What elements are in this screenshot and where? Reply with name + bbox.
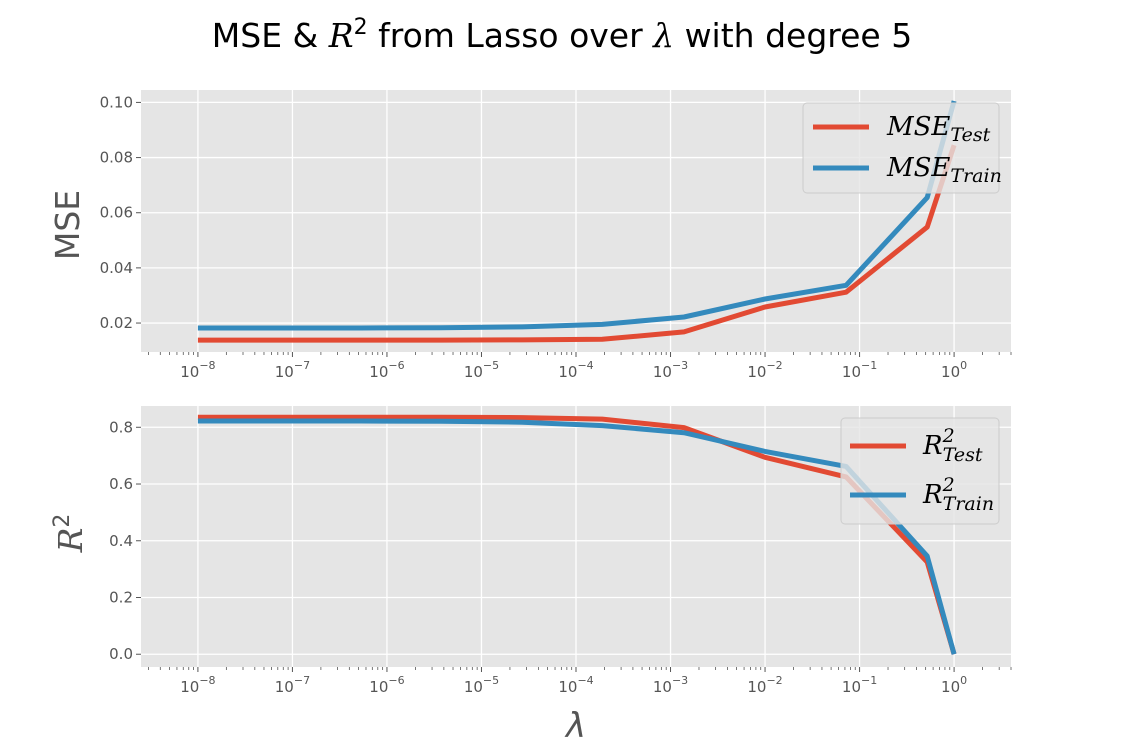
mse-ytick-label: 0.04 <box>100 259 133 277</box>
r2-legend-test-label: R2 Test <box>922 425 983 466</box>
mse-series-lines <box>197 100 957 343</box>
r2-ytick-label: 0.2 <box>109 588 133 606</box>
r2-ytick-label: 0.6 <box>109 475 133 493</box>
r2-legend-train-label: R2 Train <box>922 474 994 515</box>
r2-xtick-label: 100 <box>941 674 967 696</box>
r2-xtick-label: 10−7 <box>275 674 310 696</box>
mse-xtick-label: 10−1 <box>842 359 877 381</box>
chart-title: MSE & R2 from Lasso over λ with degree 5 <box>212 15 912 55</box>
r2-xtick-label: 10−8 <box>180 674 215 696</box>
mse-xtick-label: 10−7 <box>275 359 310 381</box>
mse-y-ticks: 0.02 0.04 0.06 0.08 0.10 <box>100 93 141 332</box>
mse-gridlines <box>141 90 1011 352</box>
r2-xtick-label: 10−1 <box>842 674 877 696</box>
r2-ytick-label: 0.4 <box>109 532 133 550</box>
x-axis-label: λ <box>564 706 586 746</box>
mse-line-train <box>197 100 957 331</box>
r2-y-ticks: 0.0 0.2 0.4 0.6 0.8 <box>109 418 141 663</box>
mse-x-ticks: 10−8 10−7 10−6 10−5 10−4 10−3 10−2 10−1 100 <box>148 352 1012 381</box>
r2-y-axis-label: R2 <box>50 514 90 554</box>
mse-ytick-label: 0.06 <box>100 204 133 222</box>
mse-y-axis-label: MSE <box>48 190 87 260</box>
r2-xtick-label: 10−6 <box>369 674 404 696</box>
r2-xtick-label: 10−2 <box>747 674 782 696</box>
mse-legend-test-label: MSETest <box>886 112 991 146</box>
mse-ytick-label: 0.10 <box>100 93 133 111</box>
mse-xtick-label: 10−6 <box>369 359 404 381</box>
mse-xtick-label: 100 <box>941 359 967 381</box>
mse-ytick-label: 0.08 <box>100 149 133 167</box>
r2-xtick-label: 10−3 <box>653 674 688 696</box>
r2-x-ticks: 10−8 10−7 10−6 10−5 10−4 10−3 10−2 10−1 100 <box>148 667 1012 696</box>
r2-xtick-label: 10−4 <box>558 674 593 696</box>
mse-xtick-label: 10−5 <box>464 359 499 381</box>
mse-xtick-label: 10−2 <box>747 359 782 381</box>
r2-xtick-label: 10−5 <box>464 674 499 696</box>
mse-legend-train-label: MSETrain <box>886 153 1002 187</box>
mse-xtick-label: 10−3 <box>653 359 688 381</box>
mse-line-test <box>197 144 957 343</box>
mse-legend: MSETest MSETrain <box>802 102 1002 194</box>
r2-ytick-label: 0.8 <box>109 418 133 436</box>
r2-legend: R2 Test R2 Train <box>840 417 1000 525</box>
r2-panel: 0.0 0.2 0.4 0.6 0.8 10−8 10−7 10−6 10−5 10−4 10−3… <box>50 406 1012 696</box>
mse-panel: 0.020.040.060.080.10 10−8 10−7 10−6 10−5 10−… <box>48 90 1012 381</box>
mse-ytick-label: 0.02 <box>100 314 133 332</box>
r2-ytick-label: 0.0 <box>109 645 133 663</box>
mse-xtick-label: 10−8 <box>180 359 215 381</box>
mse-xtick-label: 10−4 <box>558 359 593 381</box>
